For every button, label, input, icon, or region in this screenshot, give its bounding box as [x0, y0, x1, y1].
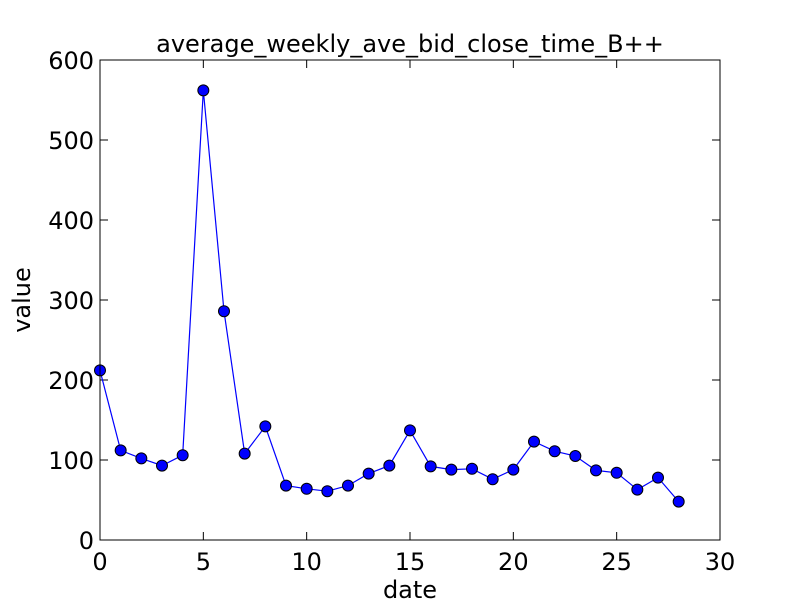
x-tick-label-2: 10	[291, 548, 322, 576]
data-point-0-10	[300, 482, 313, 495]
data-point-0-11	[321, 485, 334, 498]
series-layer	[94, 84, 685, 508]
data-point-0-5	[197, 84, 210, 97]
y-tick-label-4: 400	[48, 207, 94, 235]
x-tick-label-4: 20	[498, 548, 529, 576]
y-tick-label-5: 500	[48, 127, 94, 155]
x-tick-label-5: 25	[601, 548, 632, 576]
data-point-0-14	[383, 459, 396, 472]
data-point-0-13	[362, 467, 375, 480]
data-point-0-1	[114, 444, 127, 457]
data-point-0-24	[590, 464, 602, 477]
y-tick-label-6: 600	[48, 47, 94, 75]
data-point-0-25	[610, 466, 623, 479]
data-point-0-12	[342, 479, 354, 492]
data-point-0-15	[404, 424, 416, 437]
x-tick-label-3: 15	[395, 548, 426, 576]
data-point-0-21	[528, 435, 540, 448]
x-tick-label-6: 30	[705, 548, 736, 576]
data-point-0-7	[238, 447, 251, 460]
data-point-0-16	[424, 460, 437, 473]
data-point-0-2	[135, 452, 148, 465]
y-tick-label-0: 0	[79, 527, 94, 555]
data-point-0-22	[548, 445, 561, 458]
data-point-0-23	[569, 450, 582, 462]
data-point-0-18	[466, 462, 478, 475]
data-point-0-8	[259, 420, 272, 433]
chart-title: average_weekly_ave_bid_close_time_B++	[156, 30, 664, 58]
data-point-0-20	[507, 463, 520, 476]
data-point-0-17	[445, 463, 458, 476]
data-point-0-19	[486, 473, 499, 486]
data-point-0-9	[280, 479, 292, 492]
data-point-0-4	[176, 449, 189, 462]
y-tick-label-1: 100	[48, 447, 94, 475]
x-tick-label-0: 0	[92, 548, 107, 576]
x-tick-label-1: 5	[196, 548, 211, 576]
y-axis-label: value	[8, 267, 36, 333]
series-line-0	[99, 90, 680, 502]
data-point-0-26	[631, 483, 644, 496]
axis-ticks	[99, 59, 721, 541]
plot-area-frame	[99, 59, 721, 541]
data-point-0-6	[218, 305, 230, 318]
x-axis-label: date	[383, 576, 437, 600]
y-tick-label-3: 300	[48, 287, 94, 315]
data-point-0-27	[652, 471, 664, 484]
y-tick-label-2: 200	[48, 367, 94, 395]
data-point-0-28	[672, 495, 685, 508]
data-point-0-3	[156, 459, 168, 472]
